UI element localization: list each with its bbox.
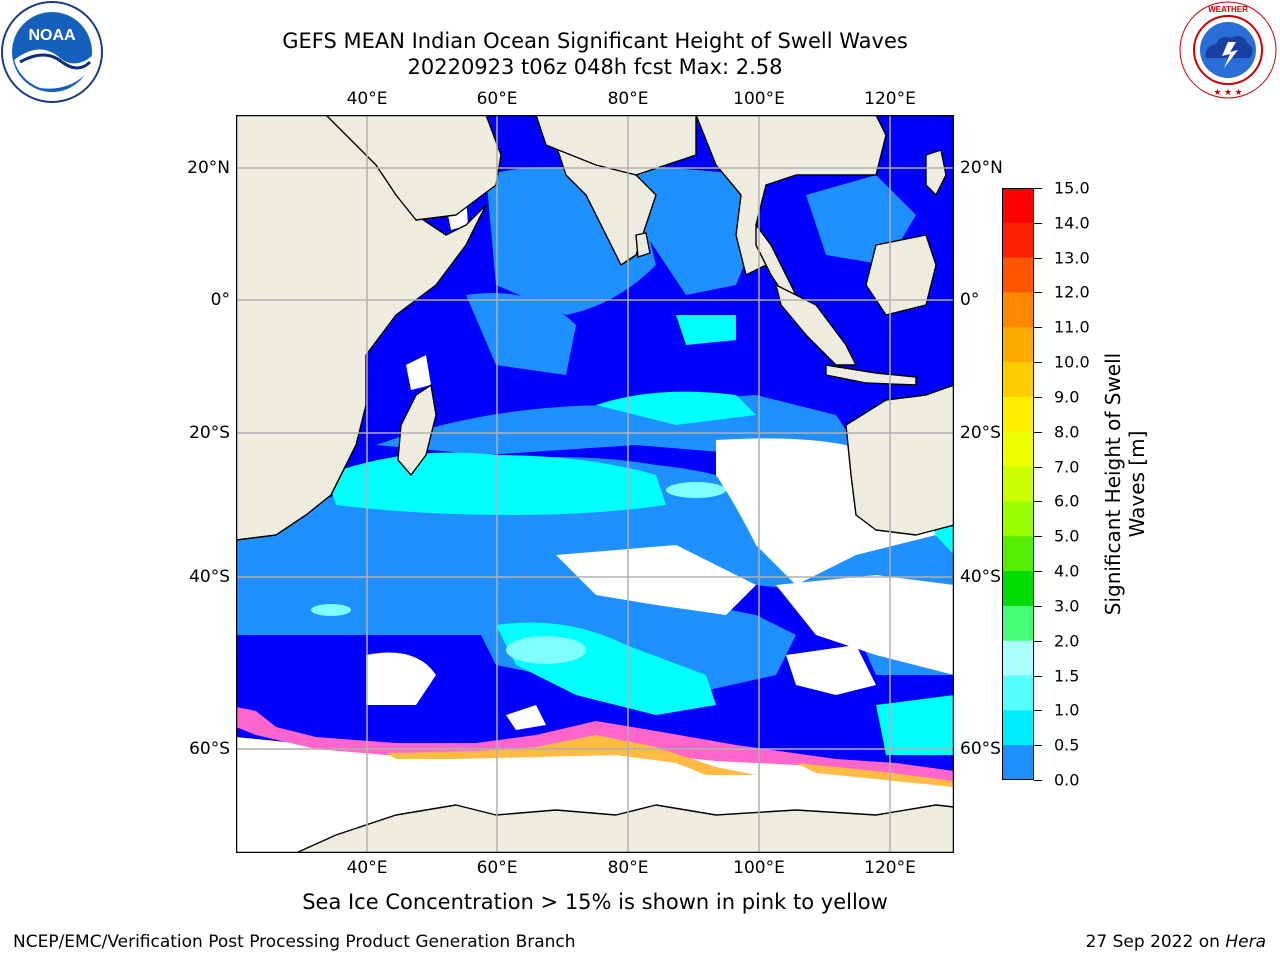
- colorbar-tick: [1034, 780, 1042, 781]
- credit-host: Hera: [1225, 932, 1266, 952]
- lat-label-left-20s: 20°S: [189, 423, 230, 443]
- colorbar-band: [1002, 710, 1034, 746]
- colorbar-tick-label: 12.0: [1054, 282, 1090, 302]
- colorbar-label: Significant Height of Swell Waves [m]: [1101, 352, 1149, 616]
- colorbar-band: [1002, 257, 1034, 293]
- lon-label-bottom-100e: 100°E: [733, 858, 785, 878]
- colorbar-tick: [1034, 501, 1042, 503]
- sea-ice-edge: [236, 707, 954, 787]
- colorbar-tick-label: 9.0: [1054, 387, 1080, 407]
- colorbar-band: [1002, 571, 1034, 607]
- colorbar-tick: [1034, 431, 1042, 433]
- lon-label-top-80e: 80°E: [607, 89, 649, 109]
- colorbar-tick-label: 0.5: [1054, 735, 1080, 755]
- colorbar-band: [1002, 675, 1034, 711]
- no-swell-regions: [366, 195, 954, 730]
- colorbar-band: [1002, 745, 1034, 780]
- sea-ice-footnote: Sea Ice Concentration > 15% is shown in …: [302, 890, 888, 914]
- lon-label-bottom-60e: 60°E: [476, 858, 518, 878]
- credit-left: NCEP/EMC/Verification Post Processing Pr…: [13, 932, 576, 952]
- svg-text:★ ★ ★: ★ ★ ★: [1213, 87, 1242, 97]
- lon-label-top-40e: 40°E: [346, 89, 388, 109]
- colorbar-tick: [1034, 536, 1042, 538]
- lat-label-left-20n: 20°N: [187, 158, 230, 178]
- colorbar-band: [1002, 640, 1034, 677]
- colorbar-tick-label: 14.0: [1054, 213, 1090, 233]
- colorbar-band: [1002, 292, 1034, 328]
- noaa-logo-icon: NOAA: [1, 1, 103, 103]
- colorbar-band: [1002, 431, 1034, 468]
- swell-height-map: [236, 115, 954, 853]
- swell-1.5-2.0-regions: [311, 482, 726, 664]
- credit-right: 27 Sep 2022 on Hera: [1086, 932, 1266, 952]
- colorbar-tick-label: 1.0: [1054, 700, 1080, 720]
- colorbar-tick: [1034, 466, 1042, 468]
- colorbar: [1002, 188, 1034, 780]
- colorbar-band: [1002, 327, 1034, 363]
- colorbar-tick-label: 5.0: [1054, 526, 1080, 546]
- lon-label-bottom-80e: 80°E: [607, 858, 649, 878]
- colorbar-tick-label: 1.5: [1054, 666, 1080, 686]
- colorbar-band: [1002, 501, 1034, 537]
- lon-label-top-60e: 60°E: [476, 89, 518, 109]
- colorbar-tick: [1034, 605, 1042, 607]
- colorbar-tick-label: 7.0: [1054, 457, 1080, 477]
- colorbar-tick: [1034, 222, 1042, 224]
- colorbar-border: [1002, 188, 1034, 780]
- colorbar-tick: [1034, 188, 1042, 189]
- lon-label-top-100e: 100°E: [733, 89, 785, 109]
- colorbar-band: [1002, 222, 1034, 259]
- colorbar-band: [1002, 362, 1034, 398]
- lat-label-left-40s: 40°S: [189, 567, 230, 587]
- colorbar-tick-label: 4.0: [1054, 561, 1080, 581]
- colorbar-tick: [1034, 675, 1042, 677]
- sea-ice-outer: [386, 735, 756, 775]
- chart-subtitle: 20220923 t06z 048h fcst Max: 2.58: [407, 55, 783, 79]
- lat-label-right-40s: 40°S: [960, 567, 1001, 587]
- lon-label-bottom-40e: 40°E: [346, 858, 388, 878]
- nws-logo-icon: WEATHER ★ ★ ★: [1179, 1, 1277, 99]
- graticule: [236, 115, 954, 853]
- lat-label-left-60s: 60°S: [189, 739, 230, 759]
- colorbar-tick-label: 8.0: [1054, 422, 1080, 442]
- lat-label-right-60s: 60°S: [960, 739, 1001, 759]
- colorbar-tick: [1034, 640, 1042, 642]
- colorbar-tick-label: 6.0: [1054, 491, 1080, 511]
- colorbar-tick-label: 10.0: [1054, 352, 1090, 372]
- colorbar-tick: [1034, 710, 1042, 712]
- credit-date: 27 Sep 2022 on: [1085, 932, 1226, 952]
- colorbar-tick: [1034, 292, 1042, 294]
- lat-label-right-20s: 20°S: [960, 423, 1001, 443]
- lat-label-right-20n: 20°N: [960, 158, 1003, 178]
- colorbar-tick: [1034, 257, 1042, 259]
- colorbar-tick-label: 15.0: [1054, 178, 1090, 198]
- colorbar-tick-label: 13.0: [1054, 248, 1090, 268]
- colorbar-band: [1002, 396, 1034, 433]
- colorbar-tick: [1034, 362, 1042, 364]
- colorbar-tick-label: 2.0: [1054, 631, 1080, 651]
- colorbar-band: [1002, 188, 1034, 224]
- colorbar-tick: [1034, 571, 1042, 573]
- colorbar-tick: [1034, 327, 1042, 329]
- colorbar-tick: [1034, 745, 1042, 747]
- colorbar-band: [1002, 466, 1034, 502]
- colorbar-tick-label: 0.0: [1054, 770, 1080, 790]
- svg-text:WEATHER: WEATHER: [1208, 5, 1248, 14]
- lon-label-top-120e: 120°E: [864, 89, 916, 109]
- colorbar-band: [1002, 605, 1034, 642]
- lon-label-bottom-120e: 120°E: [864, 858, 916, 878]
- colorbar-band: [1002, 536, 1034, 572]
- lat-label-left-0: 0°: [210, 290, 230, 310]
- colorbar-tick-label: 11.0: [1054, 317, 1090, 337]
- colorbar-tick-label: 3.0: [1054, 596, 1080, 616]
- chart-title: GEFS MEAN Indian Ocean Significant Heigh…: [282, 29, 908, 53]
- svg-text:NOAA: NOAA: [28, 27, 76, 44]
- lat-label-right-0: 0°: [960, 290, 980, 310]
- colorbar-tick: [1034, 396, 1042, 398]
